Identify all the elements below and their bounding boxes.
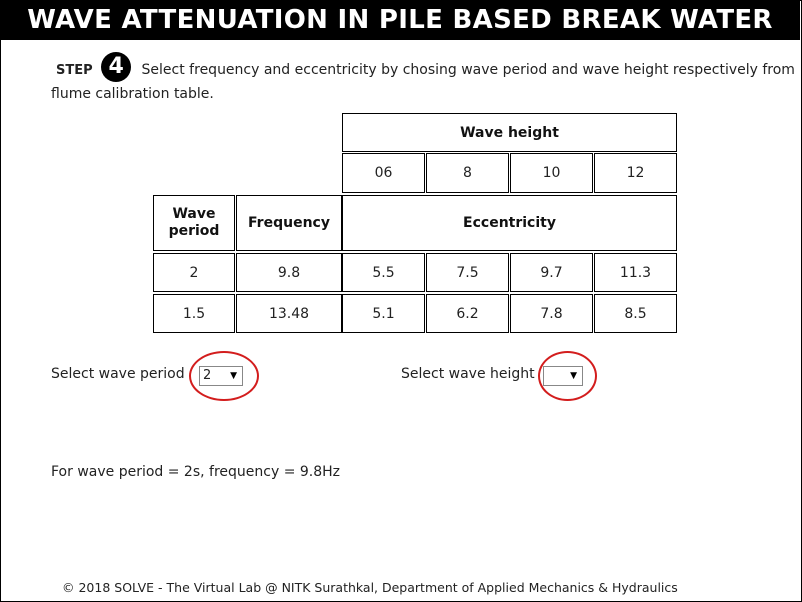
table-cell-period: 2 (153, 253, 235, 292)
table-cell-period: 1.5 (153, 294, 235, 333)
page-title: WAVE ATTENUATION IN PILE BASED BREAK WAT… (0, 0, 800, 40)
result-text: For wave period = 2s, frequency = 9.8Hz (51, 464, 341, 480)
step-instruction: STEP 4 Select frequency and eccentricity… (51, 52, 801, 103)
table-cell-eccentricity: 11.3 (594, 253, 677, 292)
triangle-down-icon: ▼ (570, 371, 577, 381)
wave-period-select[interactable]: 2 ▼ (199, 366, 243, 386)
table-cell-eccentricity: 7.5 (426, 253, 509, 292)
step-label: STEP (56, 63, 93, 78)
table-cell-eccentricity: 8.5 (594, 294, 677, 333)
column-header-frequency: Frequency (236, 195, 342, 251)
table-cell-eccentricity: 9.7 (510, 253, 593, 292)
table-cell-eccentricity: 6.2 (426, 294, 509, 333)
table-cell-frequency: 9.8 (236, 253, 342, 292)
wave-height-cell: 10 (510, 153, 593, 193)
table-cell-frequency: 13.48 (236, 294, 342, 333)
step-number-badge: 4 (101, 52, 132, 82)
wave-height-header: Wave height (342, 113, 677, 152)
wave-height-cell: 12 (594, 153, 677, 193)
table-cell-eccentricity: 7.8 (510, 294, 593, 333)
footer-copyright: © 2018 SOLVE - The Virtual Lab @ NITK Su… (62, 580, 678, 595)
column-header-wave-period: Wave period (153, 195, 235, 251)
wave-height-label: Select wave height (401, 366, 535, 382)
wave-period-label: Select wave period (51, 366, 185, 382)
column-header-eccentricity: Eccentricity (342, 195, 677, 251)
wave-period-selected-value: 2 (203, 368, 212, 383)
wave-height-select[interactable]: ▼ (543, 366, 583, 386)
wave-height-cell: 8 (426, 153, 509, 193)
wave-height-cell: 06 (342, 153, 425, 193)
instruction-text: Select frequency and eccentricity by cho… (51, 62, 795, 102)
table-cell-eccentricity: 5.1 (342, 294, 425, 333)
triangle-down-icon: ▼ (230, 371, 237, 381)
table-cell-eccentricity: 5.5 (342, 253, 425, 292)
